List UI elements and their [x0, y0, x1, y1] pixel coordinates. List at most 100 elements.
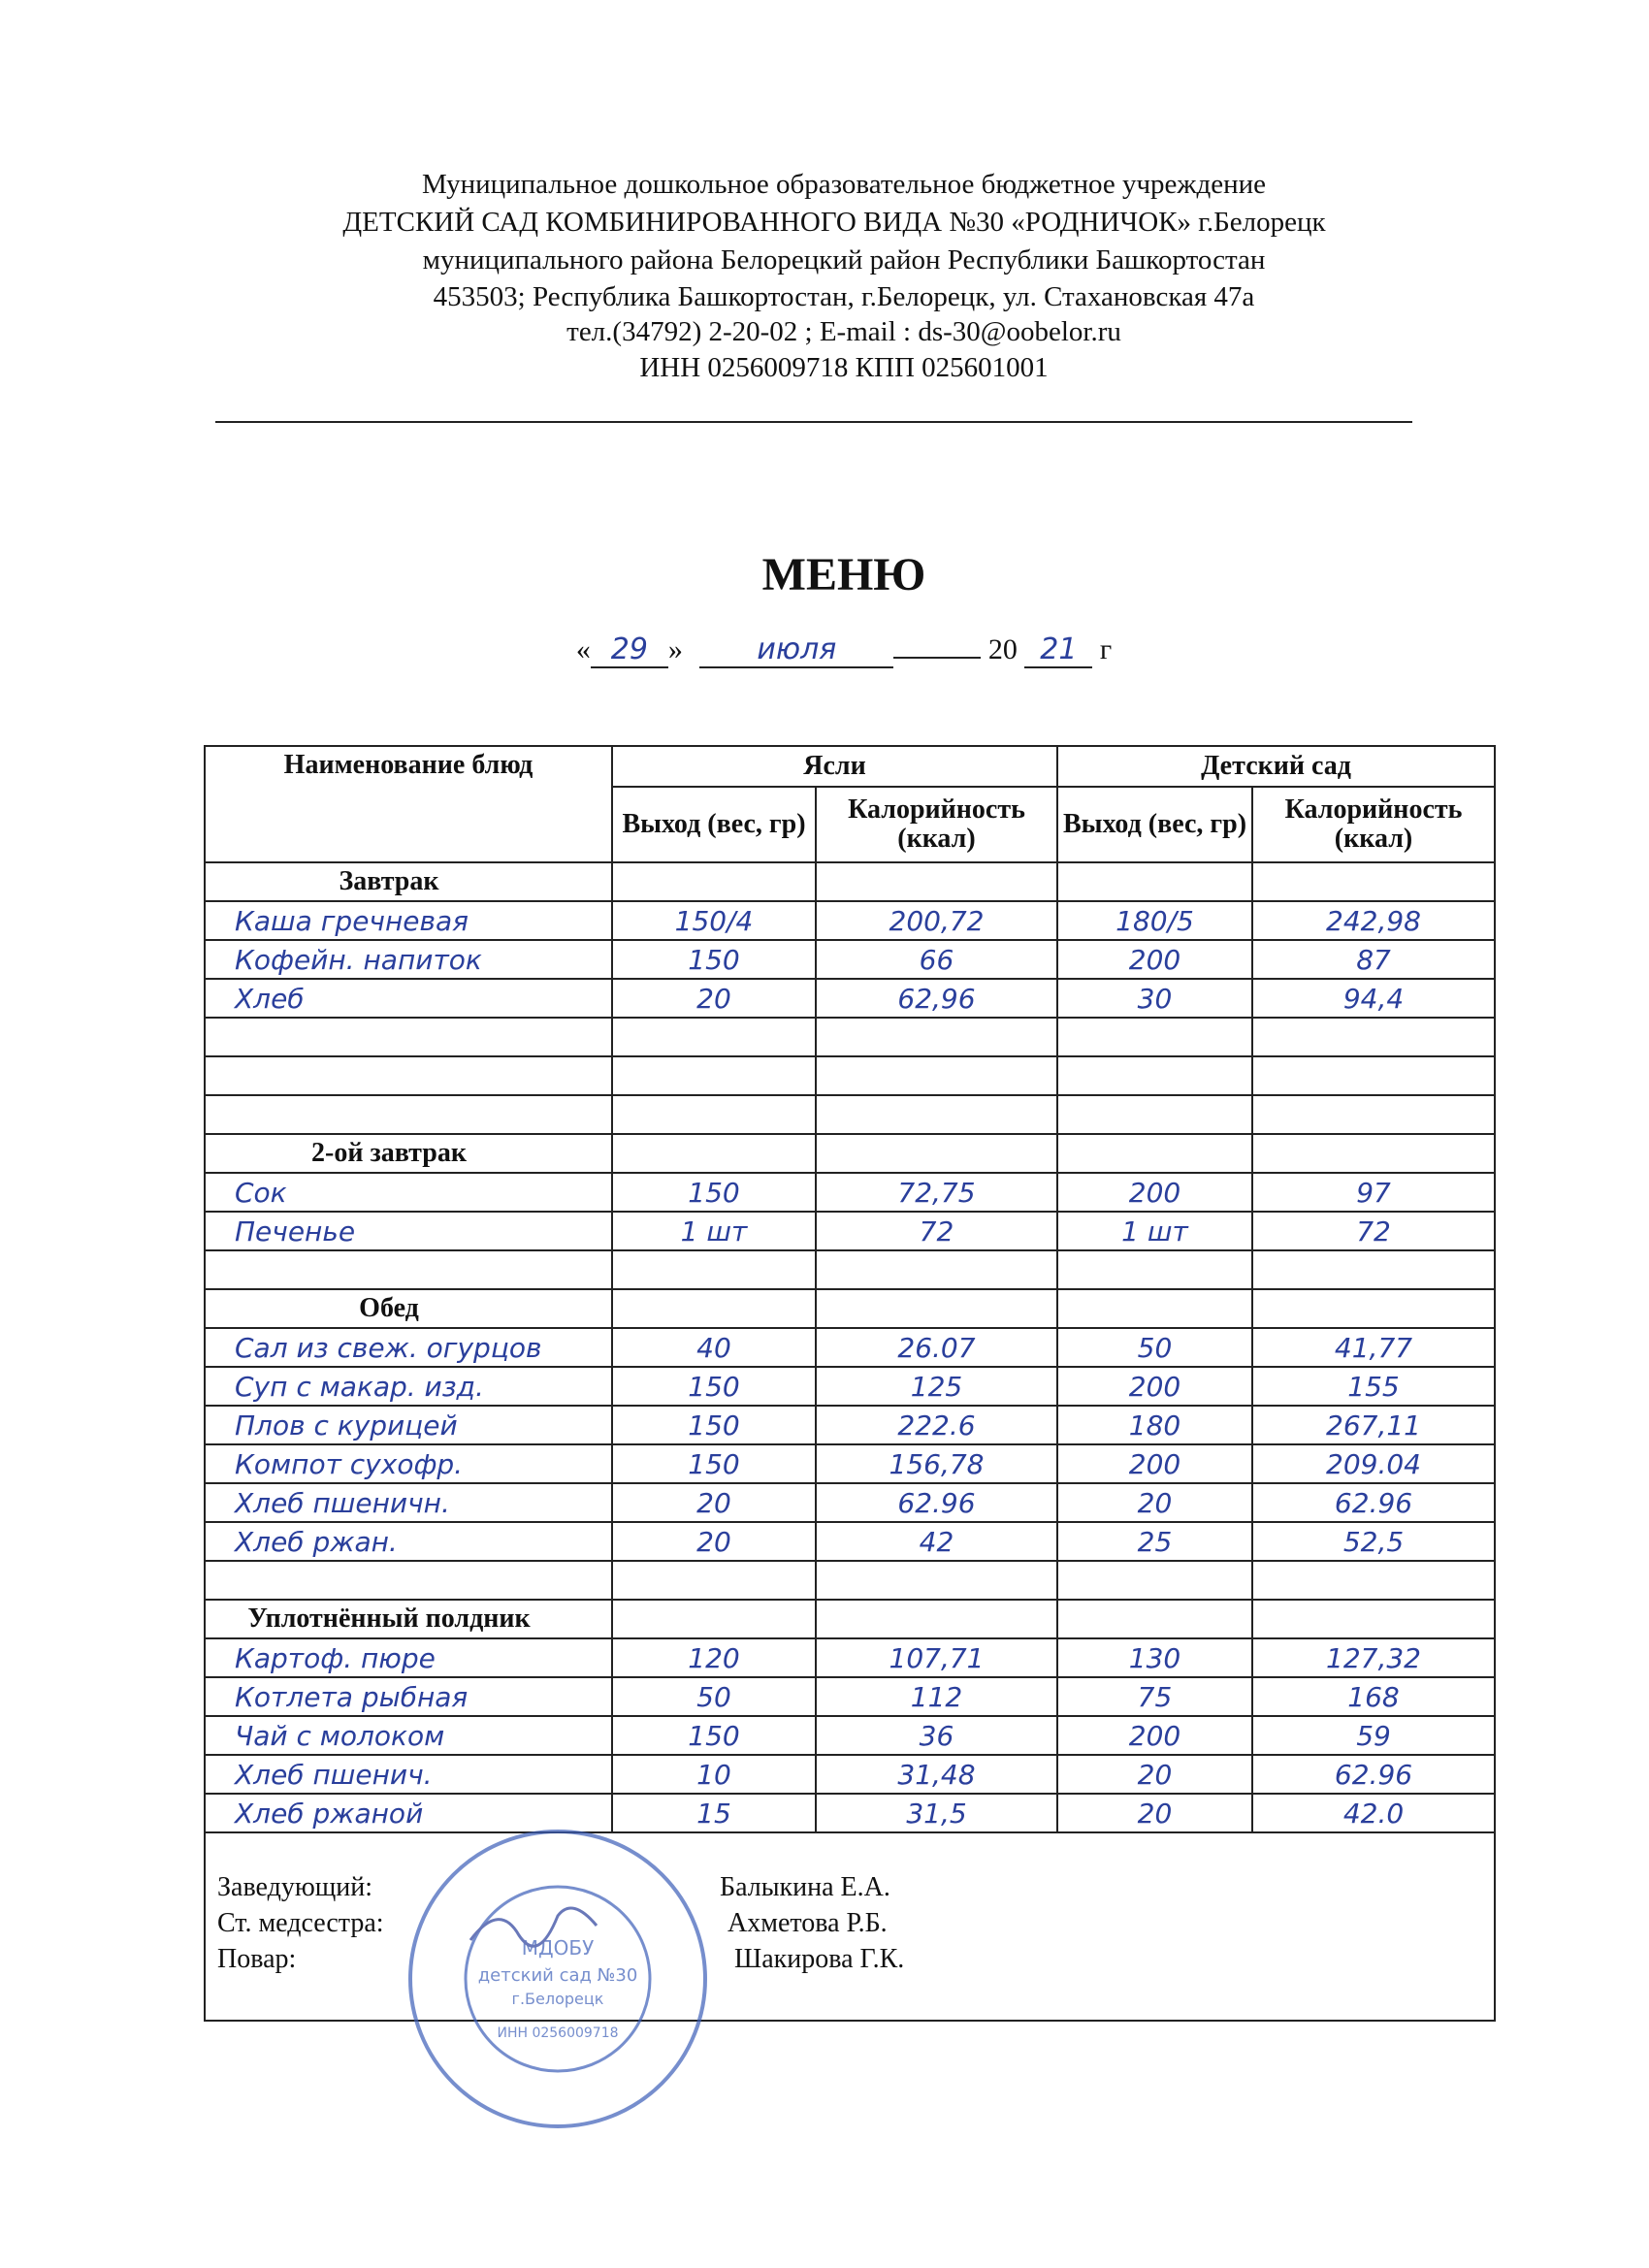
table-row: Хлеб пшеничн. 20 62.96 20 62.96	[204, 1482, 1497, 1523]
nursery-calories: 31,48	[815, 1754, 1058, 1795]
dish-name: Картоф. пюре	[204, 1637, 613, 1678]
table-row: Котлета рыбная 50 112 75 168	[204, 1676, 1497, 1717]
kindergarten-output: 200	[1056, 1366, 1253, 1407]
nursery-calories: 36	[815, 1715, 1058, 1756]
dish-name	[204, 1249, 613, 1290]
kindergarten-output: 180	[1056, 1405, 1253, 1445]
kindergarten-calories: 242,98	[1250, 900, 1497, 941]
dish-name: Чай с молоком	[204, 1715, 613, 1756]
table-row: Чай с молоком 150 36 200 59	[204, 1715, 1497, 1756]
kindergarten-output: 30	[1056, 978, 1253, 1019]
nursery-output: 150	[611, 939, 817, 980]
kindergarten-calories: 42.0	[1250, 1793, 1497, 1833]
kindergarten-output	[1056, 1249, 1253, 1290]
nursery-output	[611, 1094, 817, 1135]
nursery-calories: 112	[815, 1676, 1058, 1717]
col-dish-header: Наименование блюд	[204, 745, 613, 863]
table-row: Сок 150 72,75 200 97	[204, 1172, 1497, 1213]
kindergarten-output-header: Выход (вес, гр)	[1056, 786, 1253, 863]
kindergarten-calories: 62.96	[1250, 1482, 1497, 1523]
dish-name: Сок	[204, 1172, 613, 1213]
dish-name: Компот сухофр.	[204, 1443, 613, 1484]
nursery-output	[611, 1560, 817, 1601]
dish-name: Сал из свеж. огурцов	[204, 1327, 613, 1368]
header-line-5: тел.(34792) 2-20-02 ; E-mail : ds-30@oob…	[566, 316, 1121, 347]
date-day: 29	[590, 632, 668, 668]
table-row: Суп с макар. изд. 150 125 200 155	[204, 1366, 1497, 1407]
date-year-prefix: 20	[987, 633, 1018, 665]
nursery-output: 10	[611, 1754, 817, 1795]
kindergarten-calories	[1250, 1094, 1497, 1135]
dish-name: Кофейн. напиток	[204, 939, 613, 980]
nursery-calories-header: Калорийность (ккал)	[815, 786, 1058, 863]
kindergarten-calories: 127,32	[1250, 1637, 1497, 1678]
kindergarten-calories: 209.04	[1250, 1443, 1497, 1484]
table-row: Печенье 1 шт 72 1 шт 72	[204, 1211, 1497, 1251]
kindergarten-output	[1056, 1017, 1253, 1057]
nursery-calories: 72,75	[815, 1172, 1058, 1213]
kindergarten-calories: 72	[1250, 1211, 1497, 1251]
group-kindergarten-header: Детский сад	[1055, 745, 1497, 788]
section-title: Уплотнённый полдник	[204, 1599, 613, 1639]
table-row	[204, 1560, 1497, 1601]
nursery-output: 150	[611, 1715, 817, 1756]
nursery-calories	[815, 1017, 1058, 1057]
official-stamp: МДОБУ детский сад №30 г.Белорецк ИНН 025…	[408, 1830, 707, 2128]
kindergarten-output: 130	[1056, 1637, 1253, 1678]
dish-name: Хлеб ржан.	[204, 1521, 613, 1562]
menu-table: Наименование блюд Ясли Детский сад Выход…	[203, 745, 1497, 2022]
table-row: Хлеб пшенич. 10 31,48 20 62.96	[204, 1754, 1497, 1795]
date-year-unit: г	[1099, 633, 1113, 665]
nursery-calories: 125	[815, 1366, 1058, 1407]
kindergarten-calories: 267,11	[1250, 1405, 1497, 1445]
kindergarten-calories: 59	[1250, 1715, 1497, 1756]
dish-name: Плов с курицей	[204, 1405, 613, 1445]
table-row	[204, 1055, 1497, 1096]
nursery-calories: 62,96	[815, 978, 1058, 1019]
section-row: Обед	[204, 1288, 1497, 1329]
table-row: Сал из свеж. огурцов 40 26.07 50 41,77	[204, 1327, 1497, 1368]
nursery-calories: 26.07	[815, 1327, 1058, 1368]
signature-scribble	[469, 1906, 598, 1948]
kindergarten-output: 200	[1056, 1715, 1253, 1756]
kindergarten-calories	[1250, 1560, 1497, 1601]
nursery-calories: 62.96	[815, 1482, 1058, 1523]
dish-name	[204, 1094, 613, 1135]
kindergarten-output: 20	[1056, 1793, 1253, 1833]
nursery-calories: 42	[815, 1521, 1058, 1562]
nursery-output: 150	[611, 1443, 817, 1484]
group-nursery-header: Ясли	[611, 745, 1058, 788]
signature-name: Балыкина Е.А.	[720, 1872, 890, 1902]
nursery-calories	[815, 1055, 1058, 1096]
nursery-output: 120	[611, 1637, 817, 1678]
nursery-output: 20	[611, 1482, 817, 1523]
section-title: Завтрак	[204, 861, 613, 902]
signature-role: Повар:	[217, 1944, 297, 1974]
signature-name: Шакирова Г.К.	[734, 1944, 905, 1974]
section-title: Обед	[204, 1288, 613, 1329]
header-line-3: муниципального района Белорецкий район Р…	[422, 244, 1266, 275]
dish-name: Котлета рыбная	[204, 1676, 613, 1717]
date-year-suffix: 21	[1024, 632, 1093, 668]
kindergarten-output	[1056, 1055, 1253, 1096]
nursery-output	[611, 1055, 817, 1096]
nursery-output: 15	[611, 1793, 817, 1833]
dish-name: Хлеб	[204, 978, 613, 1019]
nursery-output	[611, 1249, 817, 1290]
nursery-output: 40	[611, 1327, 817, 1368]
kindergarten-calories: 62.96	[1250, 1754, 1497, 1795]
section-row: 2-ой завтрак	[204, 1133, 1497, 1174]
dish-name: Суп с макар. изд.	[204, 1366, 613, 1407]
kindergarten-output: 50	[1056, 1327, 1253, 1368]
dish-name: Хлеб ржаной	[204, 1793, 613, 1833]
svg-text:детский сад №30: детский сад №30	[478, 1965, 638, 1986]
kindergarten-output	[1056, 1560, 1253, 1601]
dish-name	[204, 1560, 613, 1601]
nursery-output	[611, 1017, 817, 1057]
kindergarten-output: 200	[1056, 1443, 1253, 1484]
kindergarten-output	[1056, 1094, 1253, 1135]
kindergarten-calories: 94,4	[1250, 978, 1497, 1019]
table-row: Картоф. пюре 120 107,71 130 127,32	[204, 1637, 1497, 1678]
nursery-calories: 31,5	[815, 1793, 1058, 1833]
